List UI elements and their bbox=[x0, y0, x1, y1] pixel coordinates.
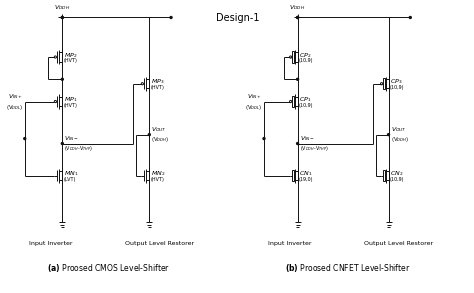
Text: V$_{DDH}$: V$_{DDH}$ bbox=[54, 3, 71, 11]
Circle shape bbox=[297, 78, 299, 80]
Text: MP$_1$: MP$_1$ bbox=[64, 95, 77, 104]
Text: (10,9): (10,9) bbox=[390, 85, 404, 90]
Text: V$_{OUT}$: V$_{OUT}$ bbox=[391, 125, 406, 134]
Text: $\mathbf{(a)}$ Proosed CMOS Level-Shifter: $\mathbf{(a)}$ Proosed CMOS Level-Shifte… bbox=[47, 262, 170, 274]
Bar bbox=[292, 170, 294, 181]
Text: Input Inverter: Input Inverter bbox=[29, 241, 72, 246]
Text: Input Inverter: Input Inverter bbox=[268, 241, 311, 246]
Circle shape bbox=[61, 142, 64, 144]
Text: (V$_{DDL}$): (V$_{DDL}$) bbox=[6, 103, 23, 112]
Text: (V$_{DDH}$-V$_{THP}$): (V$_{DDH}$-V$_{THP}$) bbox=[300, 144, 328, 153]
Text: Output Level Restorer: Output Level Restorer bbox=[125, 241, 194, 246]
Text: (HVT): (HVT) bbox=[151, 177, 164, 182]
Text: MN$_1$: MN$_1$ bbox=[64, 169, 78, 178]
Text: (19,0): (19,0) bbox=[299, 177, 314, 182]
Text: V$_{IN+}$: V$_{IN+}$ bbox=[8, 92, 23, 101]
Text: (LVT): (LVT) bbox=[64, 177, 76, 182]
Text: Design-1: Design-1 bbox=[216, 13, 259, 23]
Text: V$_{IN+}$: V$_{IN+}$ bbox=[247, 92, 262, 101]
Text: (V$_{DDH}$): (V$_{DDH}$) bbox=[391, 135, 409, 144]
Circle shape bbox=[148, 134, 150, 136]
Text: V$_{OUT}$: V$_{OUT}$ bbox=[151, 125, 167, 134]
Circle shape bbox=[297, 142, 299, 144]
Text: CP$_1$: CP$_1$ bbox=[299, 95, 311, 104]
Text: (V$_{DDH}$): (V$_{DDH}$) bbox=[151, 135, 169, 144]
Bar bbox=[383, 170, 385, 181]
Text: CN$_2$: CN$_2$ bbox=[390, 169, 403, 178]
Circle shape bbox=[263, 138, 265, 139]
Text: CP$_3$: CP$_3$ bbox=[390, 77, 402, 86]
Circle shape bbox=[61, 16, 64, 18]
Circle shape bbox=[61, 78, 64, 80]
Text: (V$_{DDL}$): (V$_{DDL}$) bbox=[245, 103, 262, 112]
Text: V$_{IN-}$: V$_{IN-}$ bbox=[300, 134, 315, 143]
Circle shape bbox=[410, 16, 411, 18]
Text: $\mathbf{(b)}$ Proosed CNFET Level-Shifter: $\mathbf{(b)}$ Proosed CNFET Level-Shift… bbox=[285, 262, 411, 274]
Circle shape bbox=[388, 134, 390, 136]
Bar bbox=[292, 52, 294, 63]
Text: CP$_2$: CP$_2$ bbox=[299, 51, 311, 59]
Bar bbox=[292, 96, 294, 107]
Text: MP$_3$: MP$_3$ bbox=[151, 77, 164, 86]
Text: (HVT): (HVT) bbox=[151, 85, 164, 90]
Text: CN$_1$: CN$_1$ bbox=[299, 169, 312, 178]
Text: V$_{DDH}$: V$_{DDH}$ bbox=[290, 3, 306, 11]
Circle shape bbox=[297, 16, 299, 18]
Circle shape bbox=[297, 16, 299, 18]
Circle shape bbox=[170, 16, 172, 18]
Circle shape bbox=[61, 16, 64, 18]
Text: (10,9): (10,9) bbox=[299, 59, 314, 64]
Circle shape bbox=[24, 138, 26, 139]
Text: V$_{IN-}$: V$_{IN-}$ bbox=[64, 134, 79, 143]
Text: (HVT): (HVT) bbox=[64, 59, 78, 64]
Text: (10,9): (10,9) bbox=[299, 103, 314, 108]
Text: MN$_2$: MN$_2$ bbox=[151, 169, 165, 178]
Text: (V$_{DDH}$-V$_{THP}$): (V$_{DDH}$-V$_{THP}$) bbox=[64, 144, 93, 153]
Text: (10,9): (10,9) bbox=[390, 177, 404, 182]
Bar bbox=[383, 78, 385, 89]
Text: MP$_2$: MP$_2$ bbox=[64, 51, 77, 59]
Text: Output Level Restorer: Output Level Restorer bbox=[364, 241, 433, 246]
Text: (HVT): (HVT) bbox=[64, 103, 78, 108]
